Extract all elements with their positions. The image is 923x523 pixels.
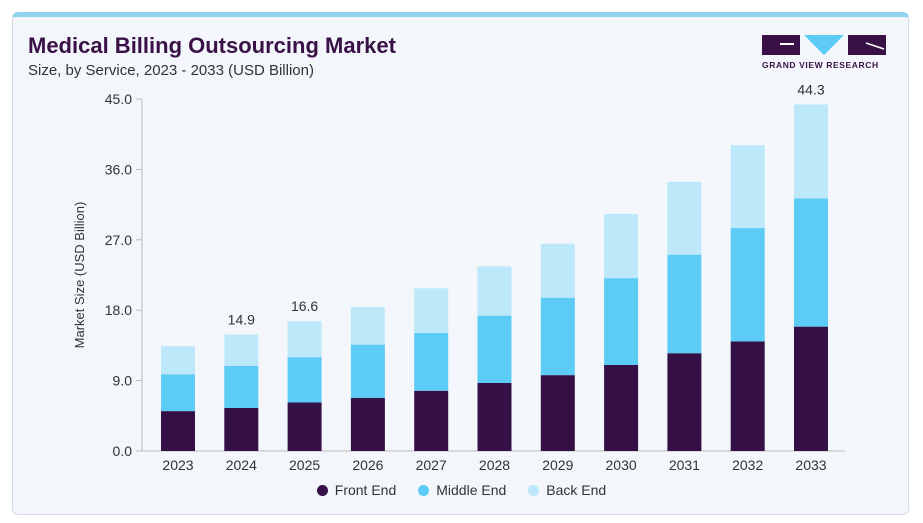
legend-item: Front End — [316, 482, 397, 498]
bar-middle-end-2026 — [350, 344, 385, 398]
bar-back-end-2024 — [224, 334, 259, 366]
bar-back-end-2029 — [540, 243, 575, 298]
grand-view-research-logo — [762, 35, 886, 55]
bar-front-end-2030 — [604, 364, 639, 451]
legend-swatch — [528, 484, 540, 496]
data-label: 14.9 — [228, 311, 255, 327]
bar-front-end-2031 — [667, 353, 702, 451]
bar-front-end-2026 — [350, 397, 385, 451]
bar-back-end-2030 — [604, 213, 639, 279]
bar-middle-end-2030 — [604, 278, 639, 365]
bar-back-end-2025 — [287, 321, 322, 358]
x-tick-label: 2028 — [479, 457, 510, 473]
x-tick-label: 2029 — [542, 457, 573, 473]
bar-back-end-2026 — [350, 307, 385, 345]
data-label: 16.6 — [291, 298, 318, 314]
legend-label: Front End — [334, 482, 397, 498]
legend-swatch — [418, 484, 430, 496]
bar-front-end-2023 — [161, 411, 195, 451]
bar-back-end-2023 — [161, 346, 195, 375]
legend: Front End Middle End Back End — [0, 482, 923, 498]
bar-back-end-2028 — [477, 266, 512, 316]
x-tick-label: 2033 — [795, 457, 826, 473]
bar-middle-end-2024 — [224, 365, 259, 408]
page-title: Medical Billing Outsourcing Market — [28, 33, 396, 58]
y-tick-label: 9.0 — [113, 373, 133, 389]
bar-back-end-2033 — [794, 104, 828, 199]
x-tick-label: 2024 — [226, 457, 257, 473]
bar-middle-end-2025 — [287, 357, 322, 403]
bar-middle-end-2028 — [477, 315, 512, 383]
bar-middle-end-2029 — [540, 297, 575, 376]
y-tick-label: 45.0 — [105, 91, 132, 107]
bar-middle-end-2033 — [794, 198, 828, 327]
bar-middle-end-2032 — [730, 228, 765, 342]
y-tick-label: 18.0 — [105, 302, 132, 318]
y-axis-label: Market Size (USD Billion) — [72, 202, 87, 349]
legend-label: Middle End — [436, 482, 507, 498]
bar-front-end-2028 — [477, 382, 512, 451]
bar-front-end-2033 — [794, 326, 828, 451]
x-tick-label: 2023 — [162, 457, 193, 473]
x-tick-label: 2026 — [352, 457, 383, 473]
legend-label: Back End — [546, 482, 607, 498]
bar-front-end-2027 — [414, 390, 449, 451]
bar-back-end-2027 — [414, 288, 449, 333]
x-tick-label: 2030 — [606, 457, 637, 473]
legend-item: Middle End — [418, 482, 506, 498]
y-tick-label: 36.0 — [105, 161, 132, 177]
bar-back-end-2031 — [667, 181, 702, 255]
bar-back-end-2032 — [730, 145, 765, 229]
legend-swatch — [316, 484, 328, 496]
bar-front-end-2032 — [730, 341, 765, 451]
data-label: 44.3 — [797, 81, 824, 97]
x-tick-label: 2031 — [669, 457, 700, 473]
x-tick-label: 2025 — [289, 457, 320, 473]
x-tick-label: 2032 — [732, 457, 763, 473]
bar-front-end-2025 — [287, 402, 322, 451]
y-tick-label: 27.0 — [105, 232, 132, 248]
bar-middle-end-2027 — [414, 332, 449, 391]
legend-item: Back End — [528, 482, 606, 498]
chart-subtitle: Size, by Service, 2023 - 2033 (USD Billi… — [28, 62, 314, 79]
bar-front-end-2029 — [540, 375, 575, 451]
bar-front-end-2024 — [224, 407, 259, 451]
logo-text: GRAND VIEW RESEARCH — [762, 60, 879, 70]
bar-middle-end-2031 — [667, 254, 702, 354]
y-tick-label: 0.0 — [113, 443, 133, 459]
x-tick-label: 2027 — [416, 457, 447, 473]
bar-middle-end-2023 — [161, 374, 195, 412]
